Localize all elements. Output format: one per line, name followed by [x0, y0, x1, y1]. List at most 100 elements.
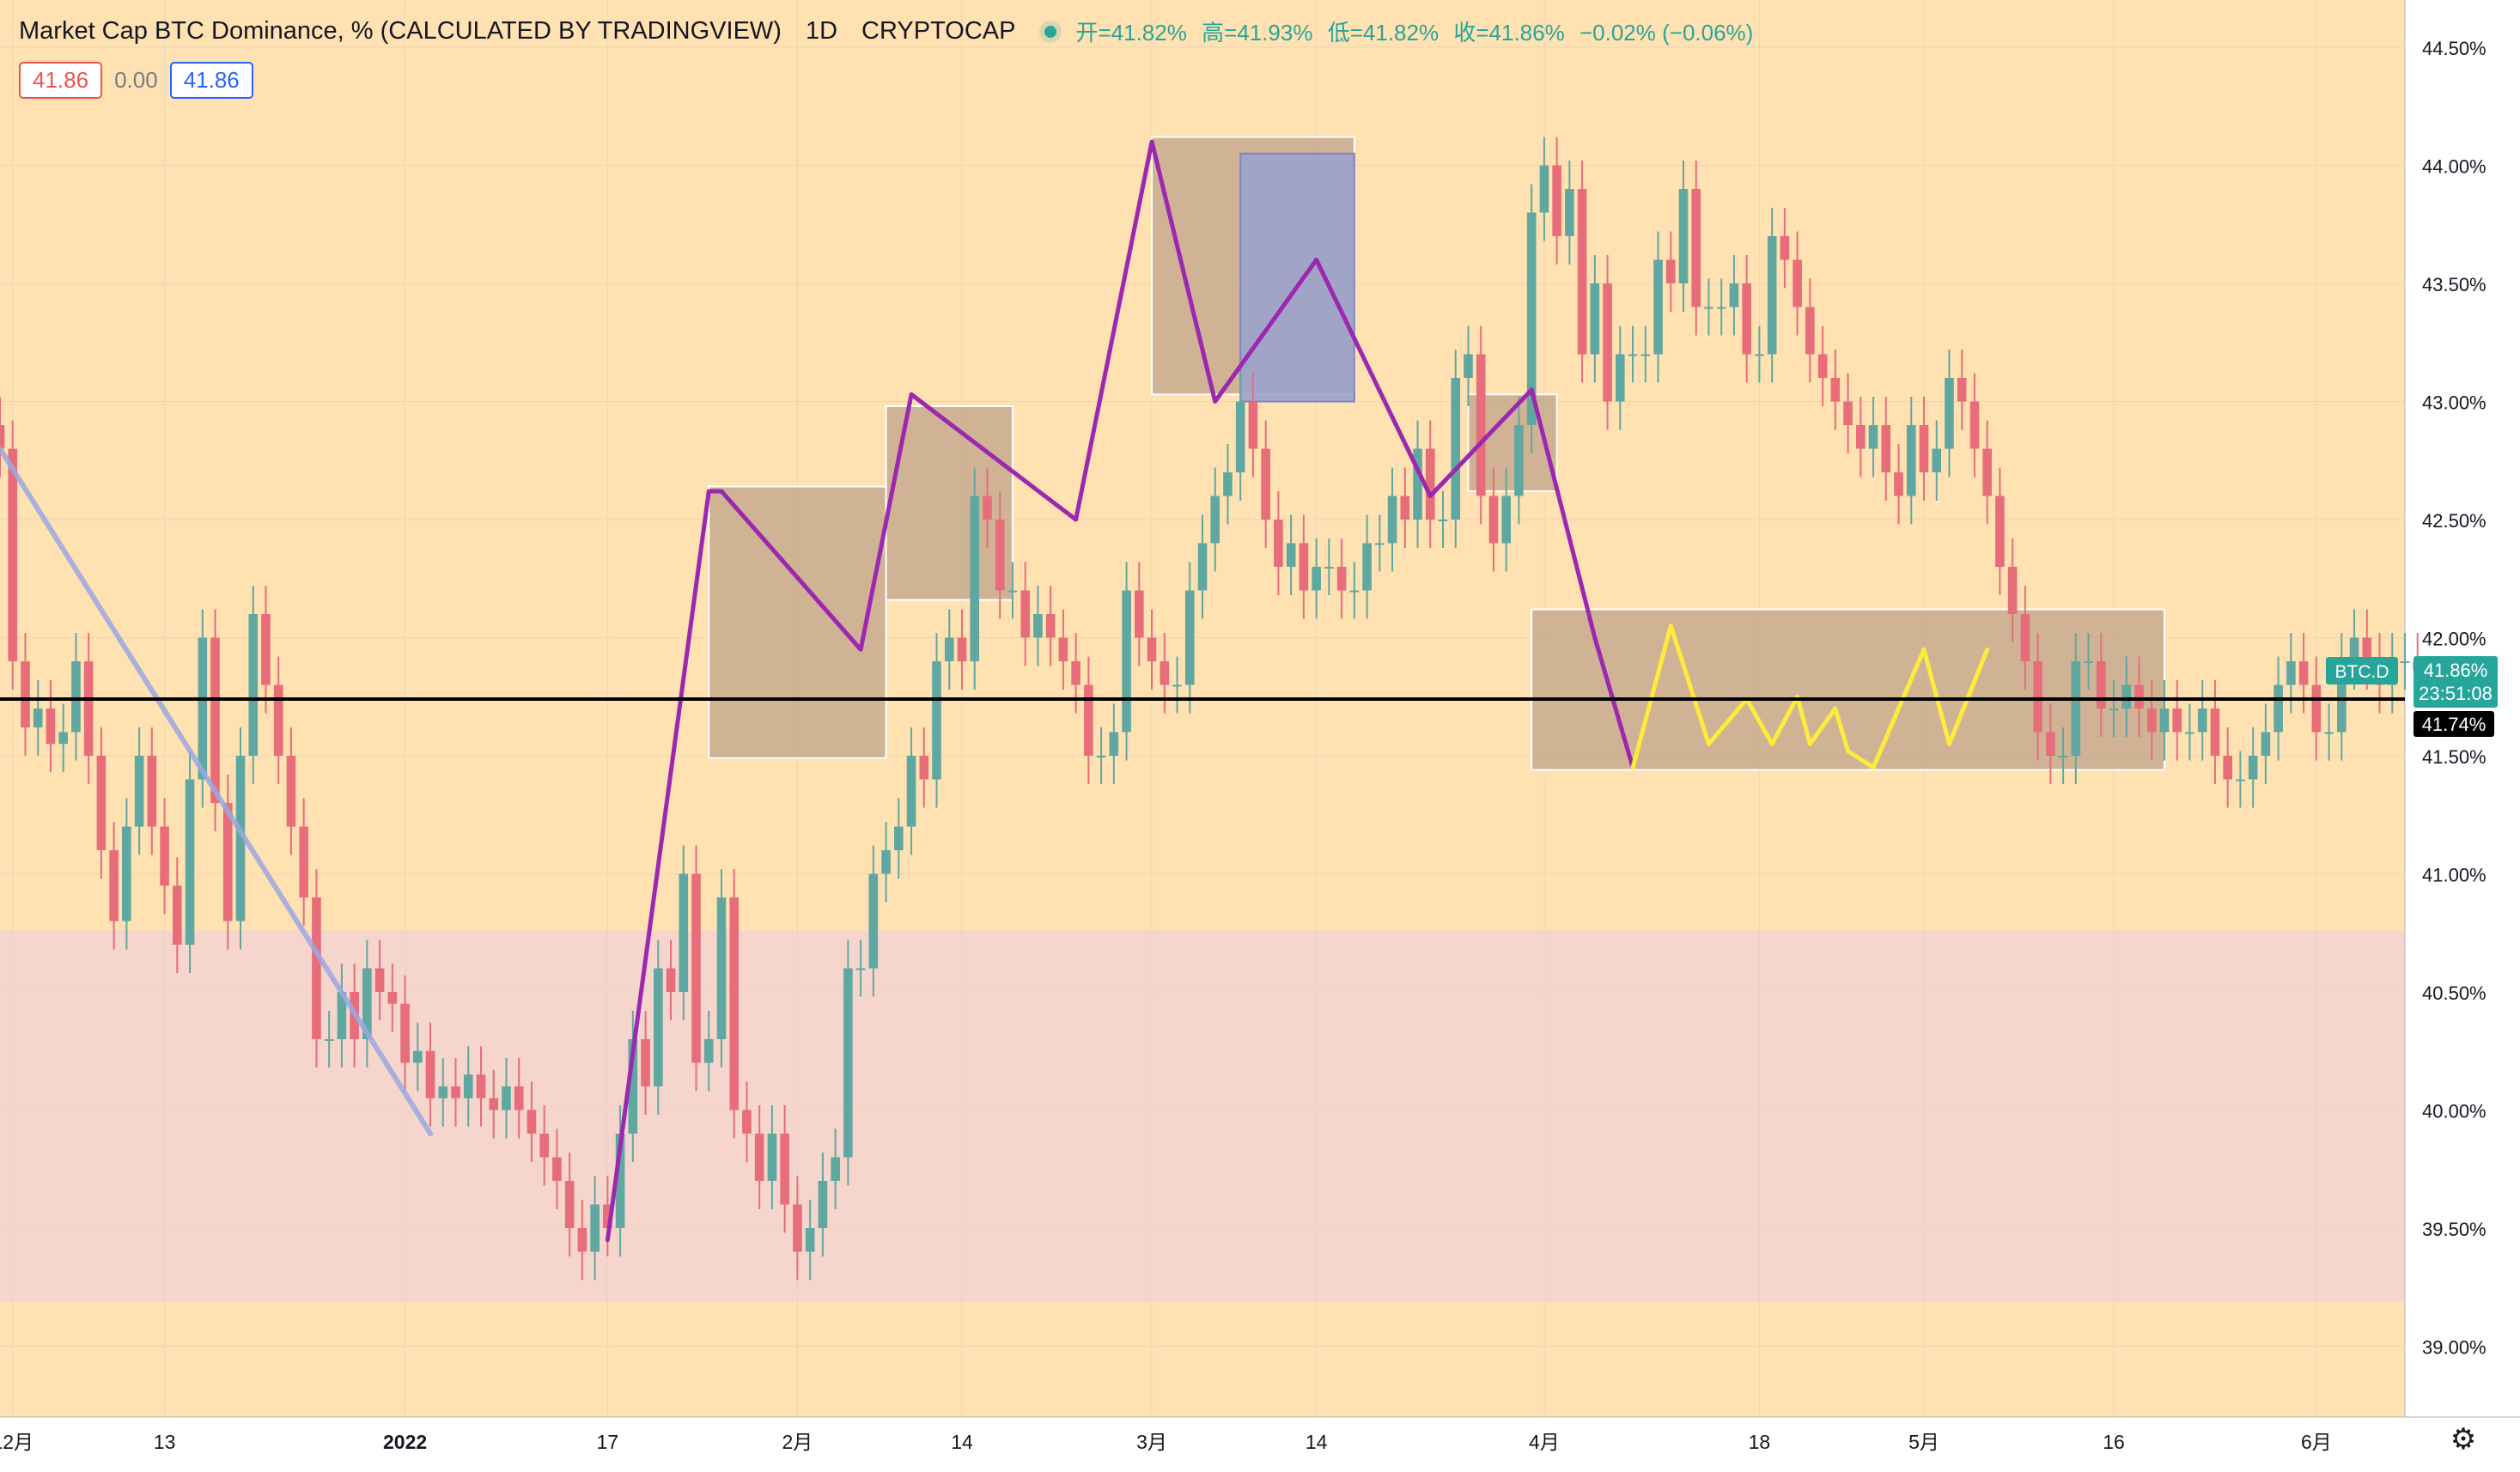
- candle-body: [1805, 307, 1815, 355]
- interval-label[interactable]: 1D: [805, 17, 838, 45]
- candle-body: [425, 1050, 435, 1098]
- yellow-zigzag-trendline[interactable]: [1630, 623, 1990, 770]
- exchange-label[interactable]: CRYPTOCAP: [861, 17, 1016, 45]
- y-tick-label: 41.00%: [2422, 865, 2487, 886]
- candle-body: [1387, 496, 1397, 544]
- candle-body: [2311, 684, 2322, 733]
- candle-body: [666, 968, 676, 992]
- x-tick-label: 14: [1306, 1431, 1328, 1453]
- sell-price-button[interactable]: 41.86: [19, 62, 103, 99]
- candle-body: [577, 1228, 587, 1252]
- candle-body: [995, 520, 1005, 591]
- candle-body: [1565, 189, 1574, 236]
- candle-body: [703, 1039, 714, 1063]
- candle-body: [1957, 378, 1967, 402]
- x-tick-label: 12月: [0, 1431, 33, 1453]
- buy-price-button[interactable]: 41.86: [169, 62, 253, 99]
- candle-body: [1058, 637, 1068, 661]
- candle-body: [514, 1086, 524, 1110]
- candle-body: [2159, 709, 2170, 733]
- candle-body: [970, 496, 980, 661]
- candle-body: [1020, 590, 1030, 638]
- purple-path-trendline[interactable]: [605, 139, 1635, 1243]
- x-tick-label: 5月: [1908, 1431, 1939, 1453]
- candle-body: [248, 614, 259, 756]
- candle-body: [1603, 283, 1612, 402]
- candle-body: [1135, 590, 1144, 638]
- candle-body: [1539, 165, 1549, 213]
- x-tick-label: 2022: [383, 1431, 427, 1453]
- x-tick-label: 18: [1749, 1431, 1771, 1453]
- downtrend-trendline[interactable]: [0, 446, 434, 1136]
- candle-body: [210, 637, 220, 803]
- candle-body: [96, 756, 107, 850]
- candle-body: [1526, 212, 1537, 425]
- low-value: =41.82%: [1349, 20, 1440, 46]
- candle-body: [868, 873, 879, 969]
- candle-body: [539, 1134, 549, 1158]
- close-label: 收: [1453, 20, 1476, 46]
- candle-body: [1197, 543, 1208, 591]
- candle-body: [2071, 661, 2081, 756]
- hline-price-tag: [2413, 711, 2494, 737]
- candle-body: [754, 1134, 764, 1181]
- candle-body: [1362, 543, 1372, 591]
- candle-body: [641, 1039, 650, 1086]
- x-tick-label: 6月: [2301, 1431, 2332, 1453]
- candle-body: [1033, 614, 1043, 638]
- candle-body: [83, 661, 94, 756]
- candle-body: [957, 637, 967, 661]
- candle-body: [71, 661, 81, 733]
- candle-body: [1223, 472, 1233, 496]
- candle-body: [58, 732, 68, 745]
- candle-body: [261, 614, 271, 685]
- candle-body: [2097, 661, 2106, 709]
- candle-body: [2197, 709, 2207, 733]
- candle-body: [1856, 425, 1866, 449]
- candle-body: [1438, 520, 1448, 521]
- candle-body: [831, 1157, 840, 1181]
- high-value: =41.93%: [1224, 20, 1313, 46]
- y-tick-label: 43.50%: [2422, 274, 2487, 295]
- candle-body: [299, 826, 308, 897]
- candle-body: [1843, 401, 1853, 425]
- candle-body: [1349, 590, 1360, 593]
- candle-body: [2146, 709, 2157, 733]
- candle-body: [881, 850, 891, 874]
- candle-body: [387, 992, 398, 1004]
- candle-body: [1045, 614, 1056, 638]
- candle-body: [1096, 756, 1106, 757]
- candle-body: [2046, 732, 2055, 756]
- candle-body: [1109, 732, 1119, 756]
- candle-body: [21, 661, 30, 727]
- y-tick-label: 39.00%: [2422, 1337, 2487, 1359]
- candle-body: [590, 1204, 600, 1252]
- candle-body: [1616, 354, 1625, 402]
- candle-body: [122, 826, 131, 922]
- settings-gear-icon[interactable]: ⚙: [2450, 1423, 2477, 1456]
- candle-body: [2172, 709, 2182, 733]
- candle-body: [1400, 496, 1410, 520]
- candle-body: [1919, 425, 1929, 472]
- candle-body: [1160, 661, 1170, 685]
- candle-body: [1084, 684, 1093, 756]
- candle-body: [1640, 354, 1651, 356]
- candle-body: [742, 1110, 752, 1134]
- chart-title[interactable]: Market Cap BTC Dominance, % (CALCULATED …: [19, 17, 782, 45]
- candle-body: [1716, 307, 1726, 309]
- x-tick-label: 16: [2103, 1431, 2125, 1453]
- candle-body: [185, 779, 195, 945]
- candle-body: [374, 968, 385, 992]
- candle-body: [413, 1050, 423, 1063]
- candle-body: [906, 756, 916, 827]
- candle-body: [1868, 425, 1878, 449]
- x-tick-label: 17: [597, 1431, 619, 1453]
- symbol-tag: [2326, 657, 2398, 684]
- candle-body: [1945, 378, 1954, 449]
- candle-body: [2286, 661, 2296, 685]
- candle-body: [1248, 401, 1258, 449]
- x-tick-label: 4月: [1529, 1431, 1560, 1453]
- candle-body: [337, 992, 347, 1039]
